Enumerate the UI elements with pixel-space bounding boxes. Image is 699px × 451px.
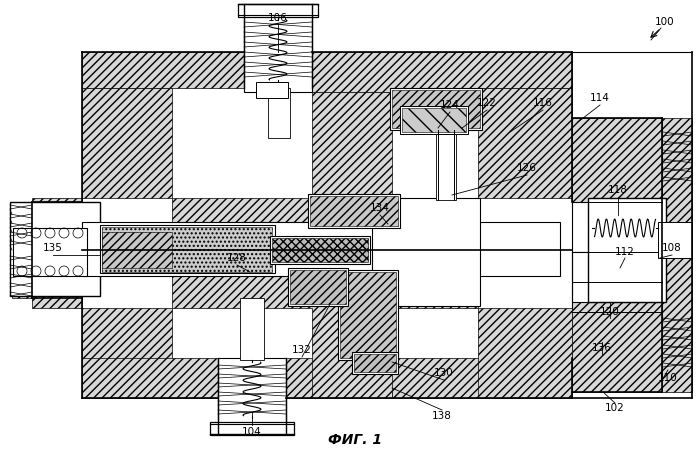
Text: 122: 122 (477, 98, 497, 108)
Bar (218, 358, 286, 430)
Bar (240, 298, 264, 360)
Polygon shape (402, 108, 466, 132)
Text: 104: 104 (242, 427, 262, 437)
Text: 112: 112 (615, 247, 635, 257)
Bar (400, 106, 468, 134)
Polygon shape (272, 238, 368, 262)
Polygon shape (340, 272, 396, 358)
Bar (338, 270, 398, 360)
Text: 106: 106 (268, 13, 288, 23)
Bar (238, 4, 318, 17)
Text: 118: 118 (608, 185, 628, 195)
Text: 138: 138 (432, 411, 452, 421)
Text: 135: 135 (43, 243, 63, 253)
Polygon shape (82, 308, 172, 398)
Text: 102: 102 (605, 403, 625, 413)
Bar (588, 198, 666, 302)
Polygon shape (82, 88, 172, 198)
Text: 108: 108 (662, 243, 682, 253)
Polygon shape (572, 118, 662, 202)
Bar (82, 222, 560, 276)
Polygon shape (172, 92, 478, 398)
Polygon shape (572, 252, 662, 392)
Bar (352, 352, 398, 374)
Bar (256, 82, 288, 98)
Text: 136: 136 (592, 343, 612, 353)
Bar (244, 4, 312, 92)
Bar (436, 130, 456, 200)
Text: 126: 126 (517, 163, 537, 173)
Polygon shape (392, 90, 480, 128)
Text: 114: 114 (590, 93, 610, 103)
Polygon shape (290, 270, 346, 304)
Bar (390, 88, 482, 130)
Text: 128: 128 (227, 253, 247, 263)
Bar (210, 422, 294, 435)
Polygon shape (12, 210, 32, 298)
Bar (572, 202, 664, 252)
Bar (268, 88, 290, 138)
Bar (13, 228, 87, 276)
Polygon shape (82, 358, 572, 398)
Polygon shape (662, 118, 692, 392)
Text: 116: 116 (533, 98, 553, 108)
Polygon shape (310, 196, 398, 226)
Polygon shape (102, 232, 172, 268)
Text: 120: 120 (600, 307, 620, 317)
Text: 130: 130 (434, 368, 454, 378)
Text: 124: 124 (440, 100, 460, 110)
Bar (308, 194, 400, 228)
Bar (10, 202, 100, 296)
Text: ФИГ. 1: ФИГ. 1 (328, 433, 382, 447)
Polygon shape (102, 227, 272, 272)
Bar (372, 198, 480, 306)
Polygon shape (354, 354, 396, 372)
Bar (288, 268, 348, 306)
Text: 100: 100 (655, 17, 675, 27)
Polygon shape (478, 88, 572, 198)
Polygon shape (32, 198, 82, 308)
Bar (658, 222, 692, 258)
Polygon shape (82, 52, 572, 92)
Bar (572, 252, 664, 302)
Polygon shape (478, 308, 572, 398)
Text: 110: 110 (658, 373, 678, 383)
Bar (100, 225, 275, 273)
Bar (270, 236, 370, 264)
Text: 134: 134 (370, 203, 390, 213)
Text: 132: 132 (292, 345, 312, 355)
